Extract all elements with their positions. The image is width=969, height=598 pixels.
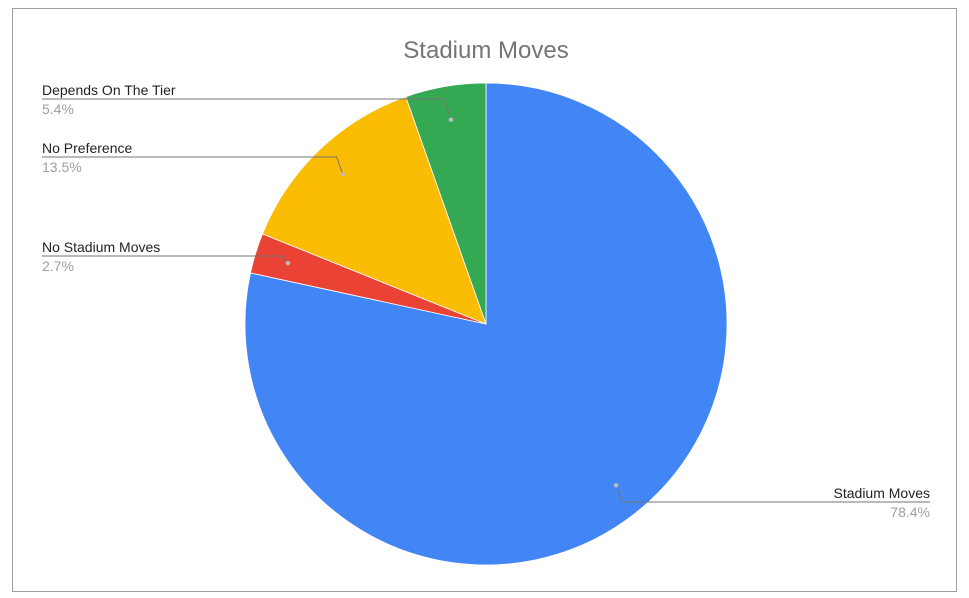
leader-line-no-preference <box>42 156 344 175</box>
leader-lines <box>42 98 930 503</box>
slice-label-no-stadium-moves: No Stadium Moves <box>42 239 160 255</box>
slice-percent-depends-on-the-tier: 5.4% <box>42 101 74 117</box>
leader-dot-no-stadium-moves <box>285 260 291 266</box>
leader-line-stadium-moves <box>615 485 930 503</box>
chart-title: Stadium Moves <box>403 37 568 64</box>
slice-percent-stadium-moves: 78.4% <box>890 504 930 520</box>
leader-dot-stadium-moves <box>613 483 619 488</box>
leader-line-no-stadium-moves <box>42 255 289 264</box>
pie-slice-stadium-moves[interactable] <box>244 82 728 566</box>
slice-percent-no-stadium-moves: 2.7% <box>42 258 74 274</box>
pie-slices <box>244 82 728 566</box>
slice-labels: Stadium Moves 78.4% No Stadium Moves 2.7% No… <box>42 82 930 520</box>
pie-slice-no-preference[interactable] <box>261 96 487 325</box>
slice-label-no-preference: No Preference <box>42 140 132 156</box>
leader-dot-depends-on-the-tier <box>448 117 454 122</box>
pie-slice-depends-on-the-tier[interactable] <box>405 82 487 325</box>
leader-dot-no-preference <box>340 172 345 177</box>
slice-label-stadium-moves: Stadium Moves <box>834 485 930 501</box>
slice-percent-no-preference: 13.5% <box>42 159 82 175</box>
slice-label-depends-on-the-tier: Depends On The Tier <box>42 82 176 98</box>
leader-line-depends-on-the-tier <box>42 98 452 120</box>
